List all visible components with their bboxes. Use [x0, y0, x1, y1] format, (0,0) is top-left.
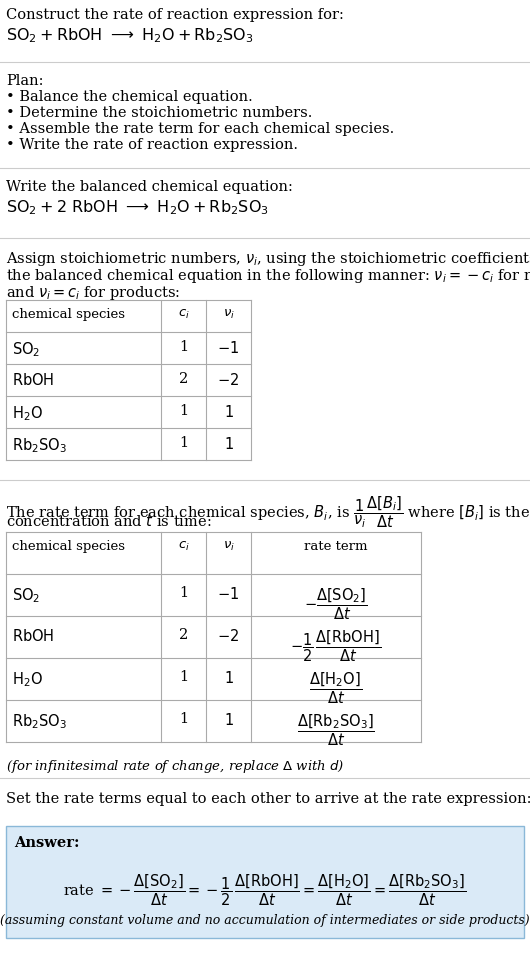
Text: Construct the rate of reaction expression for:: Construct the rate of reaction expressio…	[6, 8, 344, 22]
Text: $\mathrm{Rb_2SO_3}$: $\mathrm{Rb_2SO_3}$	[12, 712, 67, 731]
Text: $1$: $1$	[224, 436, 233, 452]
Text: and $\nu_i = c_i$ for products:: and $\nu_i = c_i$ for products:	[6, 284, 180, 302]
Text: $\mathrm{RbOH}$: $\mathrm{RbOH}$	[12, 372, 55, 388]
Text: $1$: $1$	[224, 404, 233, 420]
Text: $-1$: $-1$	[217, 586, 240, 602]
Text: 1: 1	[179, 670, 188, 684]
Text: $-2$: $-2$	[217, 628, 240, 644]
Text: 1: 1	[179, 340, 188, 354]
Text: $\mathrm{H_2O}$: $\mathrm{H_2O}$	[12, 670, 43, 689]
Text: $1$: $1$	[224, 670, 233, 686]
Text: $\nu_i$: $\nu_i$	[223, 308, 234, 321]
Text: $-2$: $-2$	[217, 372, 240, 388]
Text: $\mathrm{Rb_2SO_3}$: $\mathrm{Rb_2SO_3}$	[12, 436, 67, 455]
FancyBboxPatch shape	[6, 826, 524, 938]
Text: $\dfrac{\Delta[\mathrm{Rb_2SO_3}]}{\Delta t}$: $\dfrac{\Delta[\mathrm{Rb_2SO_3}]}{\Delt…	[297, 712, 375, 748]
Text: 1: 1	[179, 712, 188, 726]
Text: $1$: $1$	[224, 712, 233, 728]
Text: 1: 1	[179, 404, 188, 418]
Text: 2: 2	[179, 372, 188, 386]
Text: $c_i$: $c_i$	[178, 540, 189, 553]
Text: $\dfrac{\Delta[\mathrm{H_2O}]}{\Delta t}$: $\dfrac{\Delta[\mathrm{H_2O}]}{\Delta t}…	[310, 670, 363, 706]
Text: $\mathrm{SO_2}$: $\mathrm{SO_2}$	[12, 340, 40, 359]
Text: $\nu_i$: $\nu_i$	[223, 540, 234, 553]
Text: Assign stoichiometric numbers, $\nu_i$, using the stoichiometric coefficients, $: Assign stoichiometric numbers, $\nu_i$, …	[6, 250, 530, 268]
Text: Write the balanced chemical equation:: Write the balanced chemical equation:	[6, 180, 293, 194]
Text: rate term: rate term	[304, 540, 368, 553]
Text: Answer:: Answer:	[14, 836, 80, 850]
Text: the balanced chemical equation in the following manner: $\nu_i = -c_i$ for react: the balanced chemical equation in the fo…	[6, 267, 530, 285]
Text: $c_i$: $c_i$	[178, 308, 189, 321]
Text: $-\dfrac{\Delta[\mathrm{SO_2}]}{\Delta t}$: $-\dfrac{\Delta[\mathrm{SO_2}]}{\Delta t…	[304, 586, 368, 622]
Text: chemical species: chemical species	[12, 308, 125, 321]
Text: 2: 2	[179, 628, 188, 642]
Text: (assuming constant volume and no accumulation of intermediates or side products): (assuming constant volume and no accumul…	[0, 914, 530, 927]
Text: rate $= -\dfrac{\Delta[\mathrm{SO_2}]}{\Delta t} = -\dfrac{1}{2}\,\dfrac{\Delta[: rate $= -\dfrac{\Delta[\mathrm{SO_2}]}{\…	[64, 872, 466, 908]
Text: (for infinitesimal rate of change, replace $\Delta$ with $d$): (for infinitesimal rate of change, repla…	[6, 758, 344, 775]
Text: $-\dfrac{1}{2}\,\dfrac{\Delta[\mathrm{RbOH}]}{\Delta t}$: $-\dfrac{1}{2}\,\dfrac{\Delta[\mathrm{Rb…	[290, 628, 382, 664]
Text: 1: 1	[179, 586, 188, 600]
Text: $\mathrm{SO_2}$: $\mathrm{SO_2}$	[12, 586, 40, 605]
Text: • Balance the chemical equation.: • Balance the chemical equation.	[6, 90, 253, 104]
Text: $\mathrm{RbOH}$: $\mathrm{RbOH}$	[12, 628, 55, 644]
Text: $\mathrm{H_2O}$: $\mathrm{H_2O}$	[12, 404, 43, 423]
Text: • Assemble the rate term for each chemical species.: • Assemble the rate term for each chemic…	[6, 122, 394, 136]
Text: chemical species: chemical species	[12, 540, 125, 553]
Text: • Write the rate of reaction expression.: • Write the rate of reaction expression.	[6, 138, 298, 152]
Text: Plan:: Plan:	[6, 74, 43, 88]
Text: $\mathrm{SO_2 + 2\ RbOH\ \longrightarrow\ H_2O + Rb_2SO_3}$: $\mathrm{SO_2 + 2\ RbOH\ \longrightarrow…	[6, 198, 269, 217]
Text: $\mathrm{SO_2 + RbOH\ \longrightarrow\ H_2O + Rb_2SO_3}$: $\mathrm{SO_2 + RbOH\ \longrightarrow\ H…	[6, 26, 254, 45]
Text: Set the rate terms equal to each other to arrive at the rate expression:: Set the rate terms equal to each other t…	[6, 792, 530, 806]
Text: $-1$: $-1$	[217, 340, 240, 356]
Text: The rate term for each chemical species, $B_i$, is $\dfrac{1}{\nu_i}\dfrac{\Delt: The rate term for each chemical species,…	[6, 494, 530, 530]
Text: concentration and $t$ is time:: concentration and $t$ is time:	[6, 513, 211, 529]
Text: • Determine the stoichiometric numbers.: • Determine the stoichiometric numbers.	[6, 106, 312, 120]
Text: 1: 1	[179, 436, 188, 450]
